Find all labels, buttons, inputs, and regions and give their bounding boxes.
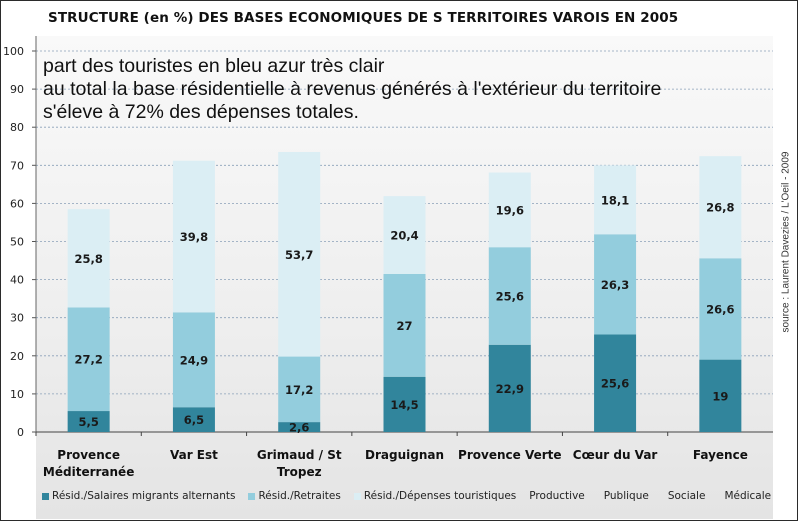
- bar-2-series-1: [278, 356, 321, 423]
- bar-2-series-2: [278, 151, 321, 357]
- category-label-5: Cœur du Var: [573, 448, 658, 462]
- category-label-2-line-0: Grimaud / St: [257, 448, 342, 462]
- legend-item-salaires: Résid./Salaires migrants alternants: [42, 490, 235, 502]
- legend-swatch-retraites: [248, 492, 256, 500]
- y-tick-label-20: 20: [10, 350, 24, 363]
- data-label-3-series-1: 27: [396, 319, 412, 333]
- legend-label-medicale: Médicale: [724, 490, 772, 502]
- bar-0-series-2: [67, 209, 110, 308]
- legend-label-retraites: Résid./Retraites: [258, 490, 341, 502]
- data-label-3-series-2: 20,4: [390, 229, 418, 243]
- annotation-text: part des touristes en bleu azur très cla…: [43, 55, 661, 124]
- bar-4-series-0: [488, 344, 531, 432]
- y-tick-label-40: 40: [10, 274, 24, 287]
- data-labels: 5,5 27,2 25,8 6,5 24,9 39,8 2,6 17,2 53,7 14,5 27 2…: [74, 193, 734, 434]
- legend-label-publique: Publique: [603, 490, 649, 502]
- data-label-2-series-1: 17,2: [285, 383, 313, 397]
- bar-3-series-2: [383, 196, 426, 274]
- bar-5-series-0: [594, 334, 637, 432]
- legend-item-sociale: Sociale: [668, 490, 706, 502]
- legend-swatch-salaires: [42, 492, 49, 500]
- category-label-2-line-1: Tropez: [277, 465, 322, 479]
- data-label-5-series-1: 26,3: [601, 278, 629, 292]
- bar-0-series-1: [67, 307, 110, 412]
- category-label-4: Provence Verte: [458, 448, 561, 462]
- legend-item-productive: Productive: [529, 490, 584, 502]
- data-label-6-series-1: 26,6: [706, 302, 734, 316]
- legend-swatch-touristiques: [353, 492, 361, 500]
- category-labels: Provence Méditerranée Var Est Grimaud / St T…: [43, 448, 748, 479]
- data-label-5-series-0: 25,6: [601, 377, 629, 391]
- legend-label-sociale: Sociale: [667, 490, 706, 502]
- y-tick-label-30: 30: [10, 312, 24, 325]
- category-label-3: Draguignan: [365, 448, 444, 462]
- bar-1-series-2: [172, 160, 215, 313]
- annotation-line-2: au total la base résidentielle à revenus…: [43, 78, 662, 100]
- bar-5-series-2: [594, 165, 637, 235]
- data-label-4-series-2: 19,6: [496, 203, 524, 217]
- category-label-0-line-1: Méditerranée: [43, 465, 134, 479]
- data-label-6-series-2: 26,8: [706, 201, 734, 215]
- bar-2-series-0: [278, 422, 321, 432]
- data-label-1-series-2: 39,8: [180, 230, 208, 244]
- bar-6-series-1: [699, 258, 742, 360]
- legend-label-touristiques: Résid./Dépenses touristiques: [363, 490, 517, 502]
- annotation-line-3: s'éleve à 72% des dépenses totales.: [43, 101, 359, 123]
- data-label-2-series-0: 2,6: [289, 421, 309, 435]
- bar-0-series-0: [67, 411, 110, 432]
- legend-label-salaires: Résid./Salaires migrants alternants: [52, 490, 236, 502]
- chart-title: STRUCTURE (en %) DES BASES ECONOMIQUES D…: [48, 10, 679, 26]
- y-tick-label-100: 100: [3, 45, 24, 58]
- data-label-0-series-1: 27,2: [74, 353, 102, 367]
- y-tick-label-10: 10: [10, 388, 24, 401]
- bar-3-series-1: [383, 273, 426, 377]
- category-label-6: Fayence: [693, 448, 748, 462]
- y-tick-label-90: 90: [10, 83, 24, 96]
- data-label-4-series-0: 22,9: [496, 382, 524, 396]
- data-label-0-series-0: 5,5: [78, 415, 98, 429]
- data-label-0-series-2: 25,8: [74, 252, 102, 266]
- legend-label-productive: Productive: [529, 490, 585, 502]
- bar-5-series-1: [594, 234, 637, 335]
- legend: Résid./Salaires migrants alternants Rési…: [42, 490, 790, 502]
- y-tick-label-80: 80: [10, 121, 24, 134]
- y-tick-label-70: 70: [10, 159, 24, 172]
- data-label-2-series-2: 53,7: [285, 248, 313, 262]
- axes: 0 10 20 30 40 50 60 70 80 90 100: [3, 36, 773, 439]
- source-credit: source : Laurent Davezies / L'Oeil - 200…: [780, 151, 792, 333]
- bars: [67, 151, 742, 432]
- category-label-0-line-0: Provence: [57, 448, 120, 462]
- y-tick-label-60: 60: [10, 197, 24, 210]
- bar-1-series-0: [172, 407, 215, 432]
- data-label-4-series-1: 25,6: [496, 289, 524, 303]
- bar-6-series-0: [699, 359, 742, 432]
- bar-4-series-1: [488, 247, 531, 345]
- bar-1-series-1: [172, 312, 215, 408]
- bar-6-series-2: [699, 156, 742, 259]
- y-tick-label-50: 50: [10, 236, 24, 249]
- data-label-5-series-2: 18,1: [601, 193, 629, 207]
- legend-item-publique: Publique: [604, 490, 649, 502]
- legend-item-retraites: Résid./Retraites: [248, 490, 341, 502]
- data-label-6-series-0: 19: [712, 389, 728, 403]
- data-label-1-series-1: 24,9: [180, 353, 208, 367]
- bar-3-series-0: [383, 376, 426, 432]
- data-label-3-series-0: 14,5: [390, 398, 418, 412]
- legend-item-medicale: Médicale: [724, 490, 771, 502]
- annotation-line-1: part des touristes en bleu azur très cla…: [43, 55, 385, 77]
- legend-item-touristiques: Résid./Dépenses touristiques: [353, 490, 517, 502]
- bar-4-series-2: [488, 172, 531, 248]
- y-tick-label-0: 0: [17, 426, 24, 439]
- data-label-1-series-0: 6,5: [184, 413, 204, 427]
- category-label-1: Var Est: [170, 448, 218, 462]
